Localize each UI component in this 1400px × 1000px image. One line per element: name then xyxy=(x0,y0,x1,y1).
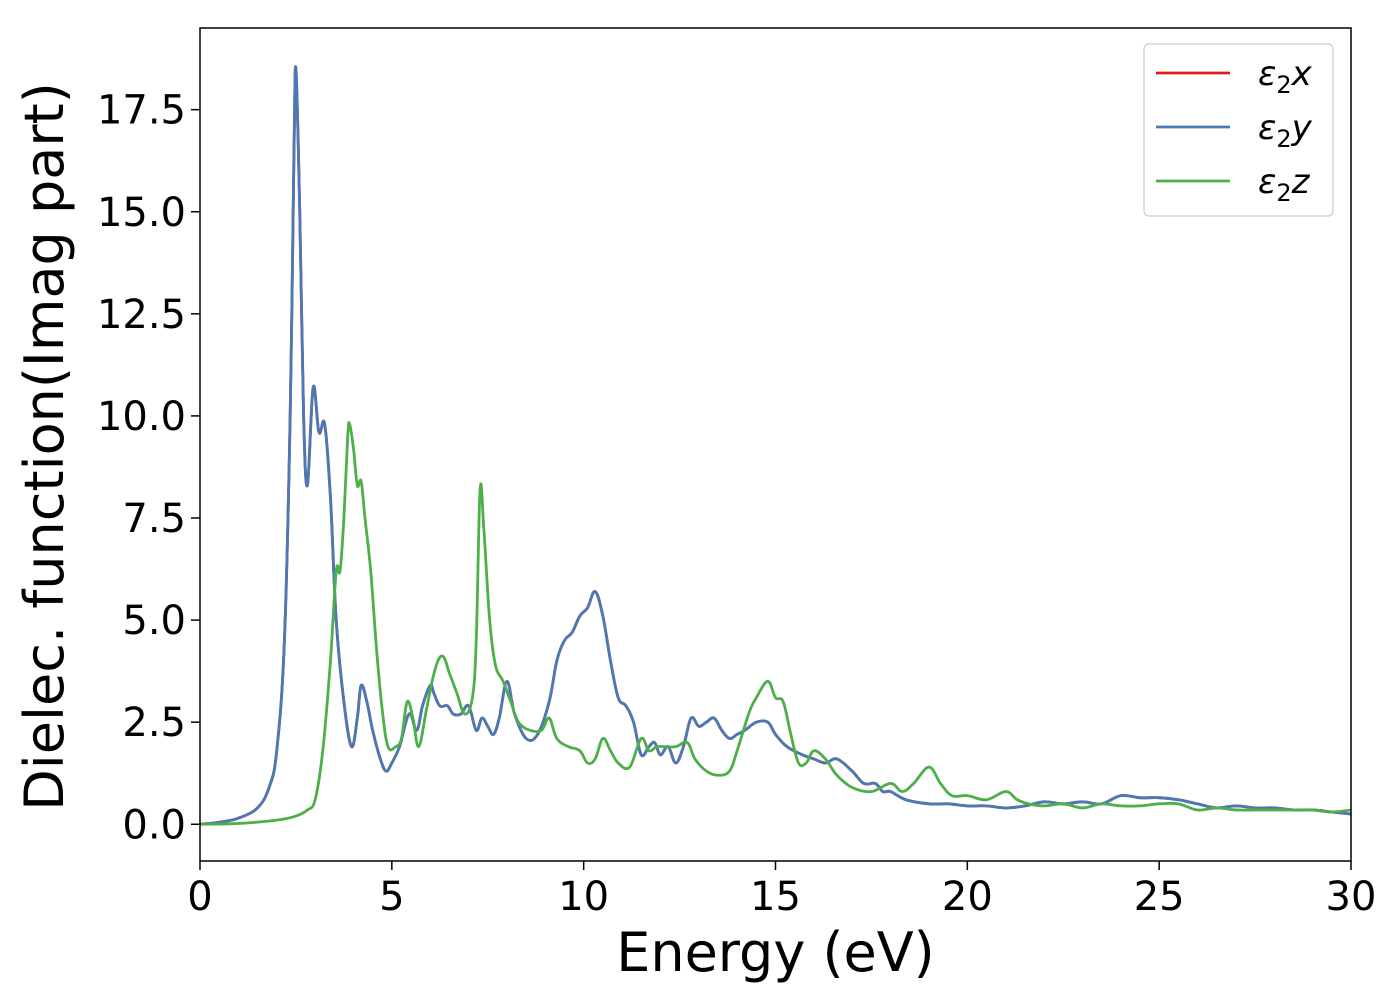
legend-entry-subscript: 2 xyxy=(1276,71,1291,99)
legend-entry-subscript: 2 xyxy=(1276,125,1291,153)
x-tick-label: 15 xyxy=(750,874,801,920)
y-tick-label: 7.5 xyxy=(122,496,186,542)
x-tick-label: 5 xyxy=(379,874,404,920)
x-tick-label: 25 xyxy=(1134,874,1185,920)
y-tick-label: 5.0 xyxy=(122,598,186,644)
legend-entry: ε2x xyxy=(1258,54,1313,99)
legend-entry: ε2y xyxy=(1258,108,1313,153)
y-tick-label: 2.5 xyxy=(122,700,186,746)
legend-box xyxy=(1143,43,1334,217)
y-tick-label: 0.0 xyxy=(122,802,186,848)
y-axis-title: Dielec. function(Imag part) xyxy=(13,82,76,811)
legend-entry-suffix: x xyxy=(1291,54,1313,94)
x-tick-label: 10 xyxy=(558,874,609,920)
legend-entry-base: ε xyxy=(1258,54,1276,94)
legend-entry-base: ε xyxy=(1258,162,1276,202)
y-tick-label: 12.5 xyxy=(97,292,186,338)
y-axis: 0.0 2.5 5.0 7.5 10.0 12.5 15.0 17.5 xyxy=(97,88,200,848)
x-tick-label: 30 xyxy=(1326,874,1377,920)
y-tick-label: 15.0 xyxy=(97,190,186,236)
x-tick-label: 20 xyxy=(942,874,993,920)
legend-entry-suffix: y xyxy=(1291,108,1313,148)
y-tick-label: 17.5 xyxy=(97,88,186,134)
x-tick-label: 0 xyxy=(187,874,212,920)
legend-entry: ε2z xyxy=(1258,162,1311,207)
legend-entry-subscript: 2 xyxy=(1276,179,1291,207)
x-axis-title: Energy (eV) xyxy=(616,921,935,984)
legend-entry-base: ε xyxy=(1258,108,1276,148)
legend-entry-suffix: z xyxy=(1291,162,1311,202)
y-tick-label: 10.0 xyxy=(97,394,186,440)
series-line-2 xyxy=(200,65,1351,826)
x-axis: 0 5 10 15 20 25 30 xyxy=(187,861,1376,920)
series-line-3 xyxy=(200,421,1351,826)
series-layer xyxy=(200,65,1351,826)
